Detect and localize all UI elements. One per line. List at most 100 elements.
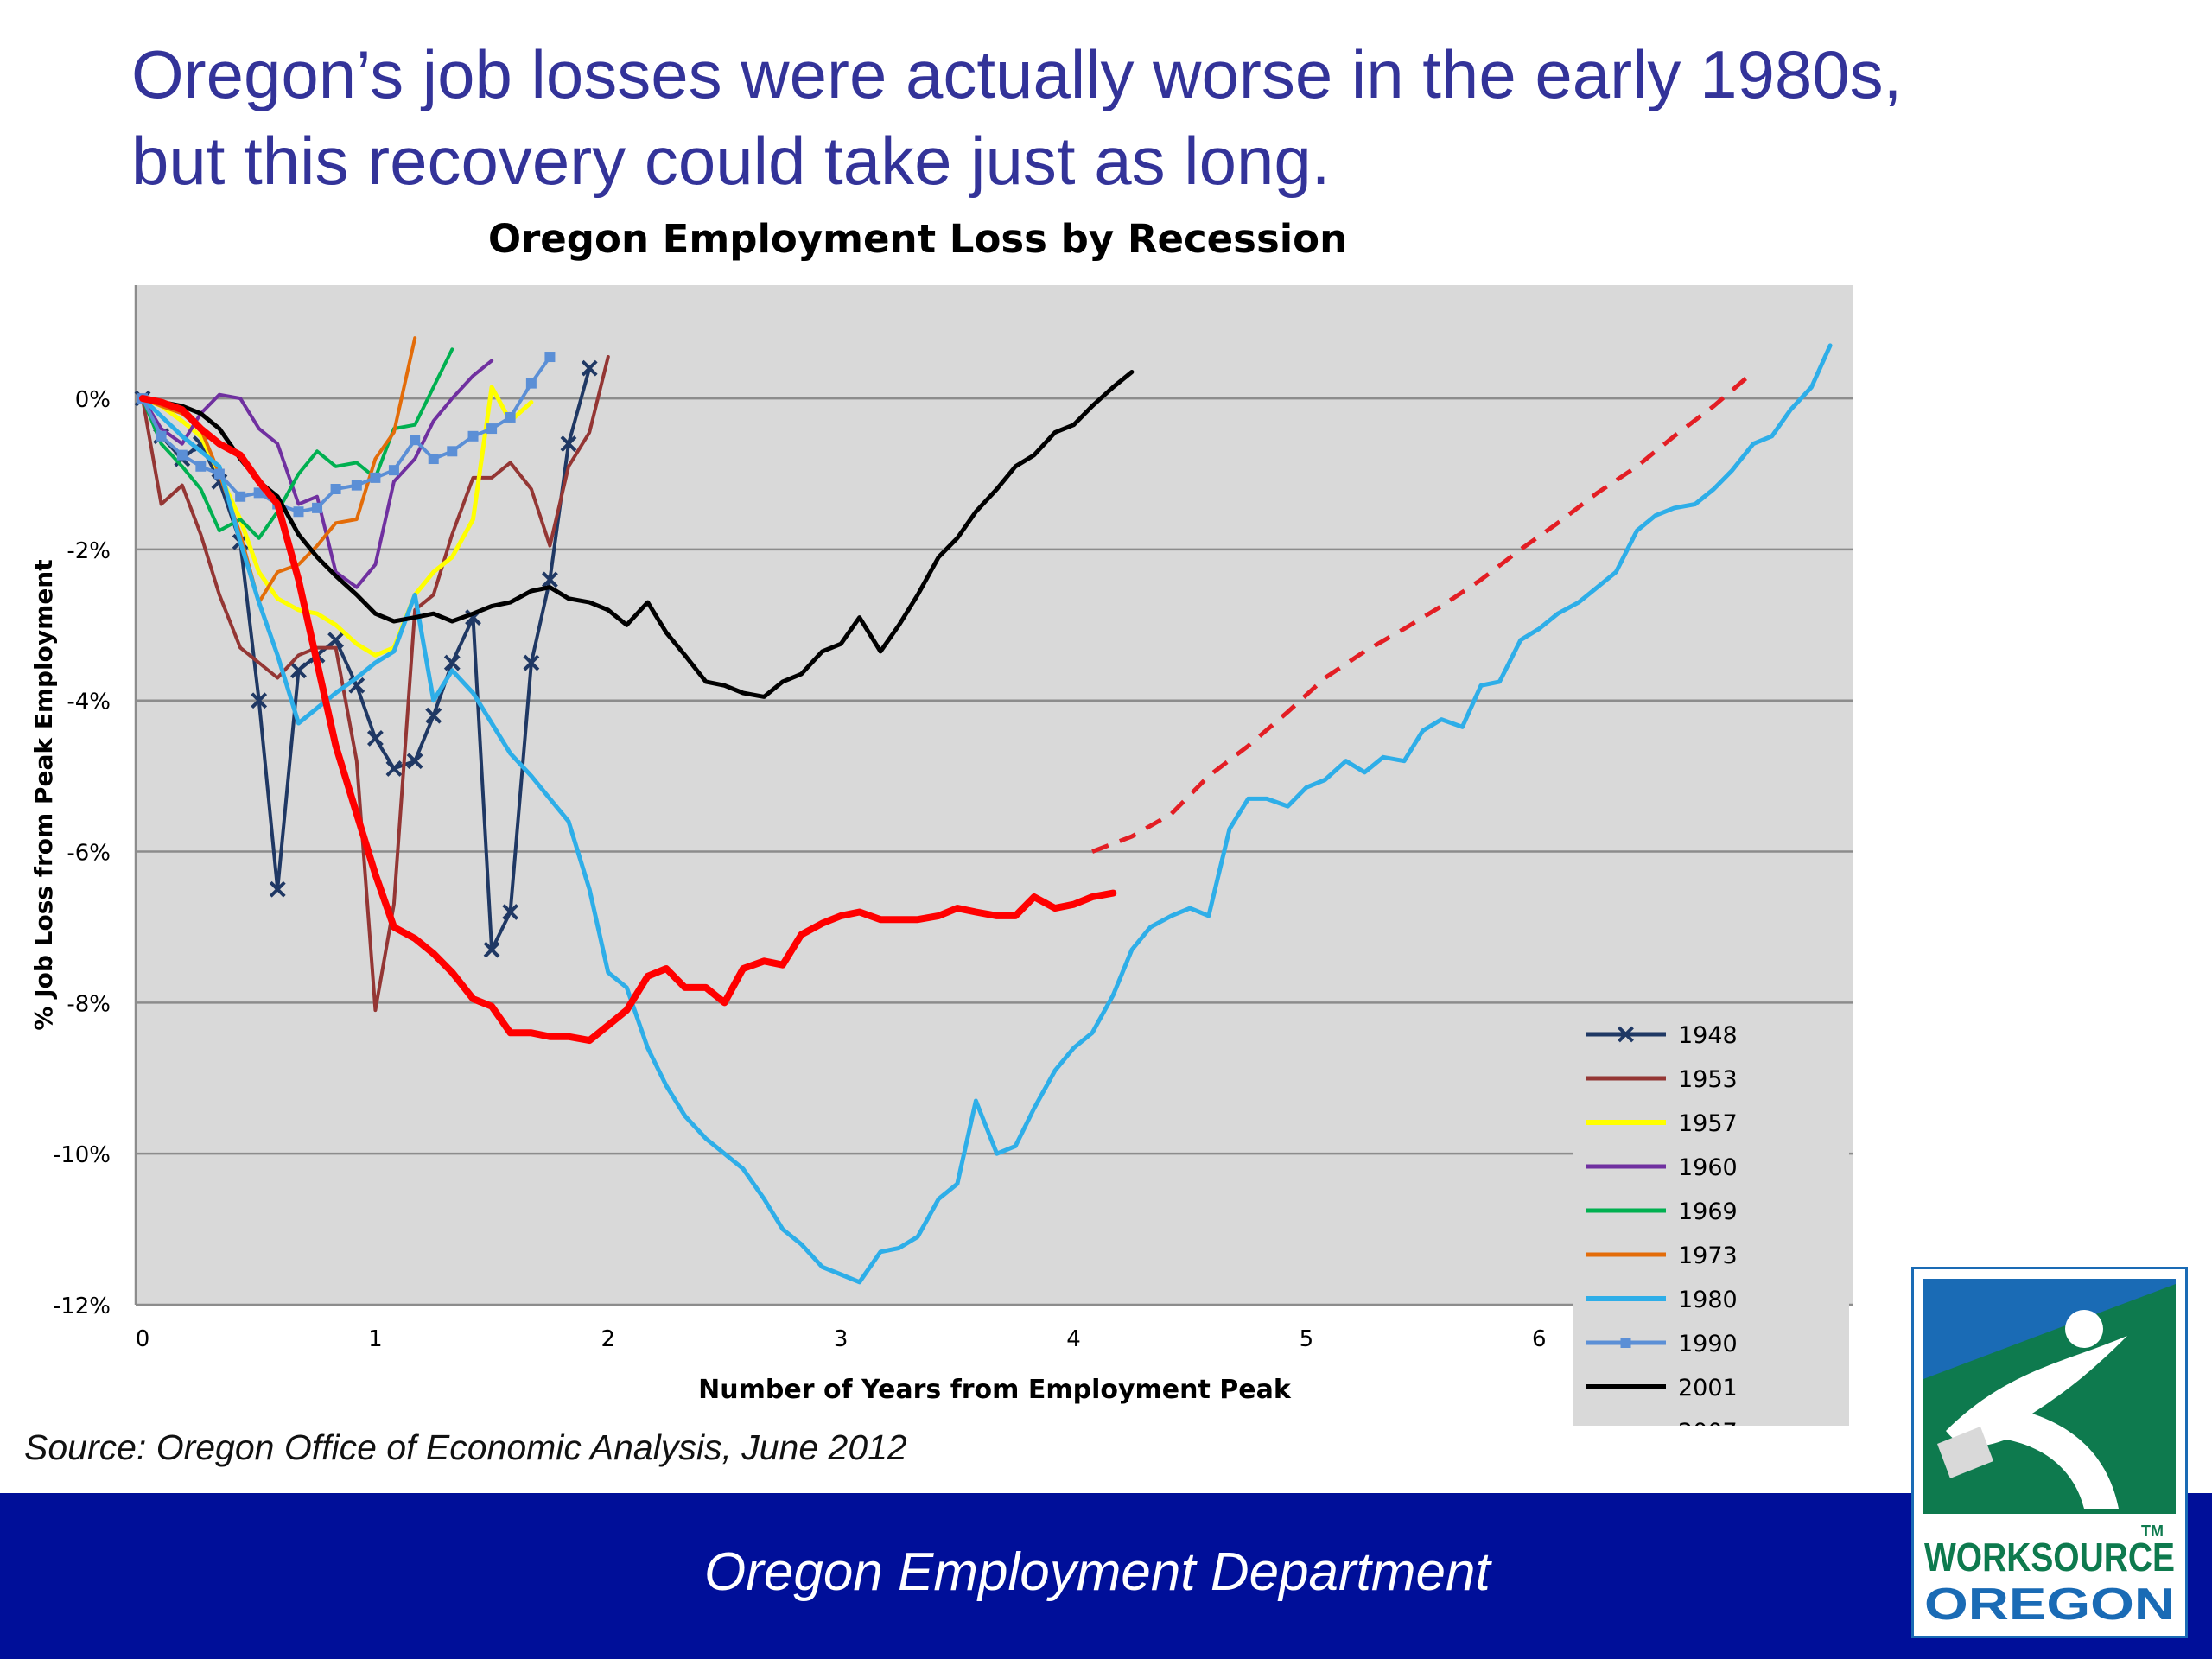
- data-point-marker: [505, 411, 516, 423]
- x-tick-label: 5: [1300, 1326, 1314, 1352]
- logo-worksource: WORKSOURCE: [1924, 1535, 2175, 1580]
- data-point-marker: [370, 472, 381, 483]
- legend-label: 1948: [1678, 1022, 1738, 1049]
- series-line: [140, 385, 534, 658]
- data-point-marker: [486, 423, 498, 435]
- employment-loss-chart: Oregon Employment Loss by Recession 0% -2…: [29, 216, 1853, 1426]
- data-point-marker: [560, 435, 577, 452]
- legend-marker: [1620, 1338, 1631, 1348]
- data-point-marker: [447, 446, 458, 457]
- y-tick-label: -10%: [53, 1142, 111, 1168]
- footer-bar: [0, 1493, 2212, 1659]
- worksource-oregon-logo: TM WORKSOURCE OREGON: [1911, 1267, 2188, 1638]
- series-2001: [140, 370, 1135, 699]
- y-tick-label: -6%: [67, 841, 111, 867]
- logo-tm: TM: [2141, 1522, 2164, 1540]
- legend: 1948 1953 1957 1960 1969 1973 1980 1990 2001 2007…: [1586, 1022, 1738, 1426]
- legend-item: 1969: [1586, 1198, 1738, 1225]
- legend-label: 1957: [1678, 1110, 1738, 1137]
- data-point-marker: [327, 632, 345, 649]
- series-1969: [141, 347, 454, 540]
- gridlines: [136, 397, 1853, 1306]
- x-tick-label: 2: [601, 1326, 616, 1352]
- data-point-marker: [581, 359, 598, 377]
- legend-label: 1969: [1678, 1198, 1738, 1225]
- data-point-marker: [410, 435, 421, 446]
- legend-item: 1980: [1586, 1287, 1738, 1313]
- x-tick-label: 0: [136, 1326, 150, 1352]
- series-1980: [140, 343, 1833, 1285]
- slide-title-line-1: Oregon’s job losses were actually worse …: [131, 36, 1903, 112]
- series-1953: [141, 355, 610, 1013]
- data-point-marker: [443, 654, 461, 671]
- y-tick-label: 0%: [75, 387, 111, 413]
- slide-title-line-2: but this recovery could take just as lon…: [131, 123, 1331, 199]
- x-tick-label: 4: [1066, 1326, 1081, 1352]
- data-point-marker: [366, 730, 384, 747]
- legend-item: 1957: [1586, 1110, 1738, 1137]
- data-point-marker: [176, 449, 188, 461]
- series-1957: [140, 385, 534, 658]
- data-point-marker: [213, 468, 225, 480]
- source-note: Source: Oregon Office of Economic Analys…: [24, 1427, 907, 1467]
- data-point-marker: [253, 487, 264, 499]
- data-point-marker: [385, 760, 403, 777]
- y-axis-label: % Job Loss from Peak Employment: [29, 559, 58, 1030]
- y-tick-labels: 0% -2% -4% -6% -8% -10% -12%: [53, 387, 111, 1319]
- y-tick-label: -8%: [67, 991, 111, 1017]
- x-tick-label: 6: [1532, 1326, 1547, 1352]
- data-point-marker: [544, 352, 556, 363]
- legend-label: 2001: [1678, 1375, 1738, 1402]
- legend-label: 1973: [1678, 1243, 1738, 1269]
- data-point-marker: [502, 904, 519, 920]
- data-point-marker: [483, 941, 500, 958]
- x-tick-label: 1: [368, 1326, 383, 1352]
- legend-item: 1990: [1586, 1331, 1738, 1357]
- chart-title: Oregon Employment Loss by Recession: [488, 216, 1347, 262]
- data-point-marker: [542, 571, 558, 588]
- data-point-marker: [330, 484, 341, 494]
- series-line: [140, 370, 1135, 699]
- legend-marker: [1618, 1026, 1634, 1043]
- data-point-marker: [406, 753, 423, 770]
- series-line: [141, 355, 552, 514]
- y-tick-label: -2%: [67, 538, 111, 564]
- data-point-marker: [293, 506, 304, 518]
- y-tick-label: -12%: [53, 1294, 111, 1319]
- series-jun-baseline: [1091, 370, 1755, 854]
- footer-title: Oregon Employment Department: [704, 1542, 1491, 1602]
- series-line: [141, 347, 454, 540]
- legend-item: 1948: [1586, 1022, 1738, 1049]
- legend-item: 1953: [1586, 1066, 1738, 1093]
- x-axis-label: Number of Years from Employment Peak: [698, 1375, 1292, 1405]
- legend-item: 1973: [1586, 1243, 1738, 1269]
- x-tick-label: 3: [834, 1326, 849, 1352]
- x-tick-labels: 01234567: [136, 1326, 1779, 1352]
- data-point-marker: [290, 662, 307, 679]
- data-point-marker: [195, 461, 207, 472]
- legend-item: 1960: [1586, 1154, 1738, 1181]
- legend-item: 2001: [1586, 1375, 1738, 1402]
- series-line: [1091, 370, 1755, 854]
- slide-title: Oregon’s job losses were actually worse …: [131, 31, 2119, 204]
- data-point-marker: [428, 454, 439, 465]
- series-lines: [134, 336, 1833, 1285]
- legend-label: 2007: [1678, 1419, 1738, 1426]
- legend-label: 1980: [1678, 1287, 1738, 1313]
- data-point-marker: [269, 880, 286, 898]
- data-point-marker: [312, 502, 323, 513]
- data-point-marker: [156, 430, 167, 442]
- legend-label: 1960: [1678, 1154, 1738, 1181]
- data-point-marker: [425, 707, 442, 724]
- data-point-marker: [525, 378, 537, 389]
- logo-oregon: OREGON: [1924, 1580, 2175, 1630]
- series-line: [140, 343, 1833, 1285]
- series-line: [139, 395, 1117, 1045]
- data-point-marker: [351, 480, 362, 491]
- legend-label: 1990: [1678, 1331, 1738, 1357]
- legend-label: 1953: [1678, 1066, 1738, 1093]
- data-point-marker: [388, 465, 399, 476]
- series-2007: [139, 395, 1117, 1045]
- data-point-marker: [235, 491, 246, 502]
- data-point-marker: [251, 692, 268, 709]
